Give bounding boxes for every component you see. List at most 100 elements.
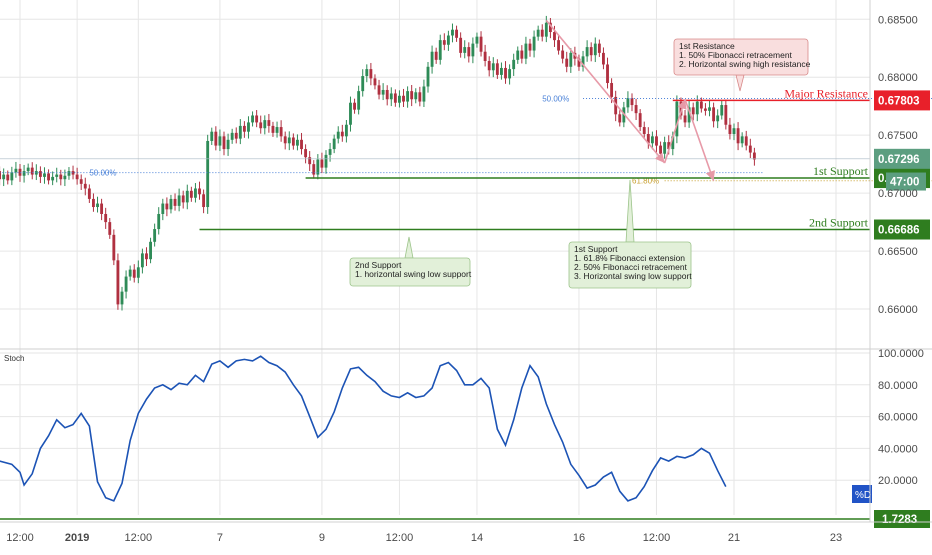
candle-up [251,111,254,127]
candle-up [218,129,222,152]
candle-down [87,184,91,203]
candle-down [479,31,483,57]
candle-down [369,62,373,86]
candle-body [242,125,246,132]
candle-up [287,131,291,151]
candle-down [728,117,732,140]
stoch-last-tag [874,510,930,528]
candle-body [426,66,430,87]
candle-body [655,136,658,146]
candle-body [646,134,650,144]
candle-down [557,36,560,55]
candle-up [149,237,152,264]
candle-up [675,95,679,144]
candle-down [222,131,226,156]
candle-body [218,136,222,146]
stoch-tick-label: 80.0000 [878,380,918,392]
note-1st-resistance-box [673,38,809,76]
candle-body [475,36,479,44]
major-resistance-tag [874,90,930,111]
price-tick-label: 0.66000 [878,304,918,316]
candle-down [683,110,687,128]
candle-down [724,99,728,130]
candle-body [597,43,601,53]
candle-down [495,59,499,79]
candle-down [340,124,344,142]
candle-body [422,86,426,102]
note-1st-support-line-1: 1. 61.8% Fibonacci extension [574,253,685,263]
candle-body [381,89,385,95]
candle-body [557,40,560,51]
candle-body [214,131,218,146]
candle-up [430,45,434,74]
candle-down [165,197,169,217]
candle-up [296,134,299,151]
candle-down [181,190,185,209]
candle-body [614,96,618,115]
candle-down [655,130,658,153]
candle-body [577,58,581,67]
candle-body [708,107,711,111]
candle-up [740,132,744,148]
time-tick-label: 12:00 [125,532,153,544]
candle-down [202,189,206,214]
candle-up [451,23,454,43]
candle-up [140,248,144,274]
candle-body [194,188,197,198]
candle-body [38,171,42,177]
candle-body [528,43,532,51]
note-2nd-support-line-1: 1. horizontal swing low support [355,269,472,279]
candle-body [22,171,26,176]
candle-up [185,184,189,210]
candle-up [153,223,157,247]
candle-up [500,62,503,80]
candle-up [263,115,267,135]
candle-up [422,79,426,108]
candle-body [610,83,614,97]
candle-up [463,40,467,59]
candle-body [508,69,512,79]
candle-down [255,110,259,128]
candle-up [226,133,230,156]
candle-body [157,213,161,230]
candle-down [520,45,524,64]
candle-body [520,50,524,59]
candle-up [349,96,352,132]
candle-down [565,51,569,73]
candle-body [161,203,165,214]
candle-body [63,175,67,180]
candle-up [687,100,691,128]
candle-down [418,86,422,107]
candle-body [271,125,275,133]
candle-up [381,83,385,101]
candle-body [406,91,410,102]
candle-down [659,141,662,158]
candle-body [442,40,446,45]
candle-body [626,98,630,108]
candle-body [120,291,124,305]
candle-down [259,115,263,134]
candle-body [14,168,18,173]
candle-body [75,174,79,180]
candle-up [414,88,418,104]
candle-body [642,127,646,135]
stoch-tick-label: 40.0000 [878,443,918,455]
candle-up [324,150,328,174]
candle-up [96,196,99,213]
candle-down [112,229,116,266]
candle-body [108,222,112,235]
candle-body [724,105,728,125]
candle-up [475,32,479,48]
candle-up [157,207,161,235]
candle-body [414,92,418,100]
candle-body [361,76,365,92]
time-tick-label: 7 [217,532,223,544]
candle-body [691,107,695,115]
candle-down [304,144,308,164]
candle-body [369,69,373,79]
candle-up [316,154,320,180]
price-tick-label: 0.67000 [878,188,918,200]
candle-body [51,176,55,181]
candle-body [744,136,748,146]
